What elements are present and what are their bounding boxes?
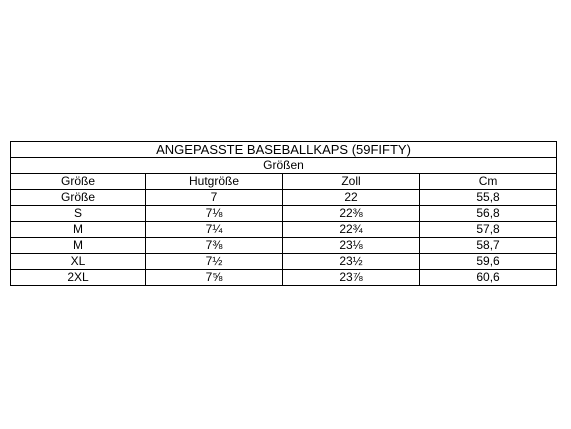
table-cell: S — [10, 205, 146, 222]
table-cell: 23⅛ — [282, 237, 420, 254]
table-cell: 2XL — [10, 269, 146, 286]
table-row: S 7⅛ 22⅜ 56,8 — [10, 205, 558, 222]
header-row: Größe Hutgröße Zoll Cm — [10, 173, 558, 190]
table-cell: 58,7 — [418, 237, 558, 254]
table-cell: 7⅛ — [145, 205, 283, 222]
table-cell: 7⅜ — [145, 237, 283, 254]
header-cell: Cm — [418, 173, 558, 190]
table-cell: 57,8 — [418, 221, 558, 238]
size-table: ANGEPASSTE BASEBALLKAPS (59FIFTY) Größen… — [9, 141, 558, 286]
table-cell: XL — [10, 253, 146, 270]
table-cell: M — [10, 237, 146, 254]
table-cell: 7⅝ — [145, 269, 283, 286]
table-row: M 7¼ 22¾ 57,8 — [10, 221, 558, 238]
table-row: M 7⅜ 23⅛ 58,7 — [10, 237, 558, 254]
table-cell: 59,6 — [418, 253, 558, 270]
header-cell: Zoll — [282, 173, 420, 190]
table-cell: 7 — [145, 189, 283, 206]
table-title: ANGEPASSTE BASEBALLKAPS (59FIFTY) — [9, 141, 558, 158]
table-cell: M — [10, 221, 146, 238]
title-row: ANGEPASSTE BASEBALLKAPS (59FIFTY) — [9, 141, 558, 158]
table-cell: 60,6 — [418, 269, 558, 286]
table-cell: 7¼ — [145, 221, 283, 238]
table-cell: 22⅜ — [282, 205, 420, 222]
table-cell: 23½ — [282, 253, 420, 270]
header-cell: Größe — [10, 173, 146, 190]
header-cell: Hutgröße — [145, 173, 283, 190]
table-body: ANGEPASSTE BASEBALLKAPS (59FIFTY) Größen… — [9, 141, 558, 286]
subtitle-row: Größen — [9, 157, 558, 174]
table-cell: 23⅞ — [282, 269, 420, 286]
table-row: 2XL 7⅝ 23⅞ 60,6 — [10, 269, 558, 286]
table-cell: 22¾ — [282, 221, 420, 238]
table-cell: Größe — [10, 189, 146, 206]
table-cell: 7½ — [145, 253, 283, 270]
table-row: XL 7½ 23½ 59,6 — [10, 253, 558, 270]
table-cell: 55,8 — [418, 189, 558, 206]
table-row: Größe 7 22 55,8 — [10, 189, 558, 206]
table-subtitle: Größen — [9, 157, 558, 174]
table-cell: 22 — [282, 189, 420, 206]
table-cell: 56,8 — [418, 205, 558, 222]
